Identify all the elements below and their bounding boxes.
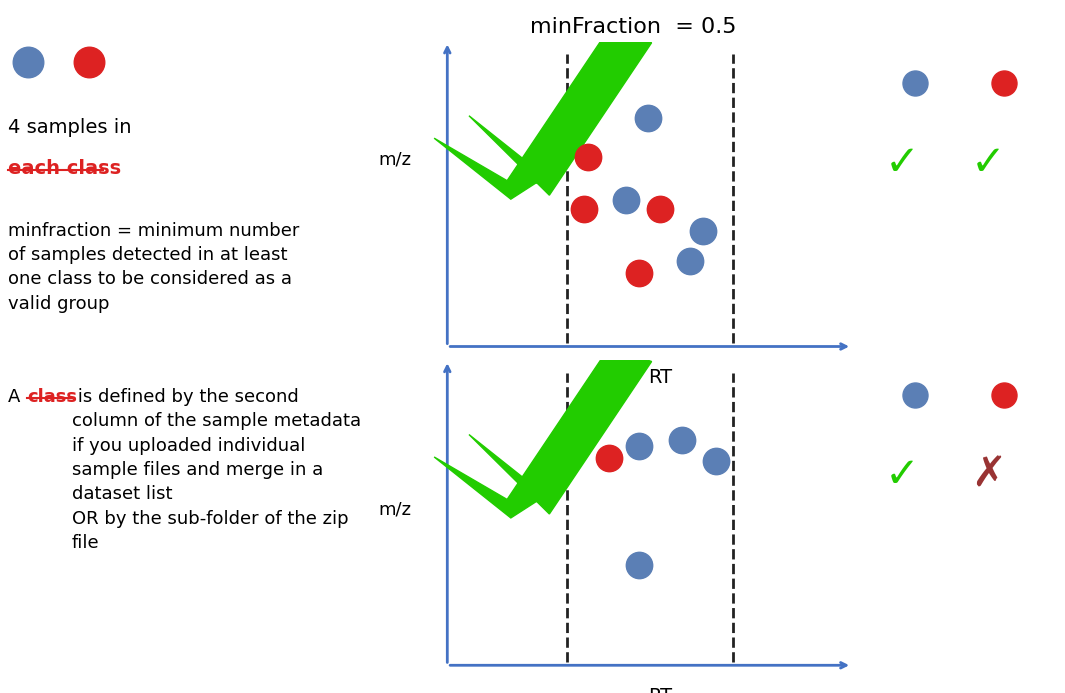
Text: ✗: ✗: [971, 454, 1005, 496]
Text: ✓: ✓: [971, 142, 1005, 184]
Text: RT: RT: [649, 368, 672, 387]
Text: minFraction  = 0.5: minFraction = 0.5: [530, 17, 737, 37]
Text: A: A: [9, 388, 27, 406]
Polygon shape: [435, 28, 652, 199]
Text: minfraction = minimum number
of samples detected in at least
one class to be con: minfraction = minimum number of samples …: [9, 222, 299, 313]
Text: each class: each class: [9, 159, 121, 178]
Text: m/z: m/z: [378, 150, 411, 168]
Text: RT: RT: [649, 687, 672, 693]
Polygon shape: [435, 347, 652, 518]
Text: class: class: [27, 388, 77, 406]
Text: m/z: m/z: [378, 500, 411, 518]
Text: ✓: ✓: [885, 454, 919, 496]
Text: ✓: ✓: [885, 142, 919, 184]
Text: is defined by the second
column of the sample metadata
if you uploaded individua: is defined by the second column of the s…: [72, 388, 361, 552]
Text: 4 samples in: 4 samples in: [9, 118, 132, 137]
